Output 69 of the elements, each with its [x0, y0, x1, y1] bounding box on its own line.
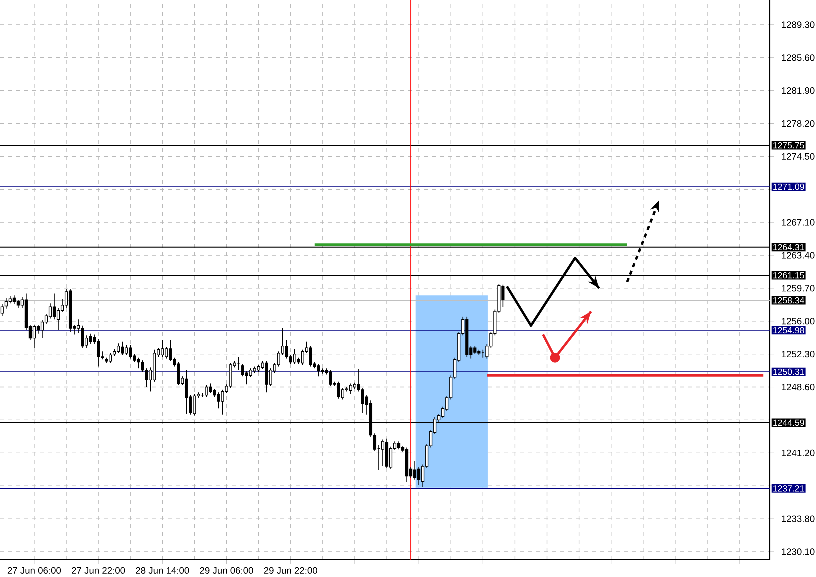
y-tick-label: 1259.70 [782, 285, 815, 292]
x-tick-label: 27 Jun 06:00 [8, 567, 62, 574]
ref-line-label: 1261.15 [774, 272, 804, 279]
candlestick [301, 349, 304, 366]
candlestick [329, 370, 332, 387]
candlestick [161, 340, 164, 358]
candlestick [117, 343, 120, 354]
candlestick [205, 385, 208, 398]
candlestick [229, 362, 232, 389]
candlestick [309, 346, 312, 368]
candlestick [414, 460, 417, 480]
y-tick-label: 1278.20 [782, 120, 815, 128]
candlestick [4, 298, 8, 310]
ref-line-label: 1275.75 [774, 142, 804, 149]
y-tick-label: 1248.60 [782, 384, 815, 391]
ref-line-label: 1254.98 [774, 327, 804, 334]
candlestick [285, 340, 288, 360]
candlestick [265, 361, 268, 394]
candlestick [241, 364, 244, 377]
candlestick [361, 388, 365, 414]
candlestick [217, 392, 220, 410]
candlestick [0, 304, 4, 316]
candlestick [349, 383, 352, 395]
candlestick [381, 439, 385, 467]
ref-line-label: 1244.59 [774, 420, 804, 426]
ref-line-label: 1264.31 [774, 244, 804, 251]
candlestick [81, 325, 84, 348]
candlestick [137, 357, 140, 369]
candlestick [109, 353, 112, 364]
y-tick-label: 1252.30 [782, 351, 815, 358]
candlestick [177, 362, 180, 386]
candlestick [48, 303, 52, 320]
y-tick-label: 1256.00 [782, 318, 815, 325]
candlestick [418, 466, 421, 486]
candlestick [337, 382, 340, 400]
candlestick [129, 345, 132, 360]
candlestick [125, 345, 128, 356]
candlestick [32, 324, 36, 348]
y-tick-label: 1289.30 [782, 22, 815, 28]
candlestick [121, 341, 124, 356]
candlestick [97, 338, 100, 368]
y-tick-label: 1241.20 [782, 450, 815, 456]
x-tick-label: 28 Jun 14:00 [136, 567, 190, 574]
candlestick [209, 383, 212, 394]
candlestick [293, 348, 296, 365]
ref-line-label: 1258.34 [774, 297, 804, 304]
y-tick-label: 1233.80 [782, 516, 815, 522]
ref-line-label: 1237.21 [774, 486, 804, 492]
candlestick [56, 308, 60, 331]
y-tick-label: 1267.10 [782, 219, 815, 226]
y-tick-label: 1230.10 [782, 548, 815, 556]
candlestick [221, 390, 224, 416]
y-tick-label: 1274.50 [782, 153, 815, 160]
y-tick-label: 1263.40 [782, 252, 815, 259]
x-tick-label: 27 Jun 22:00 [72, 567, 126, 574]
candlestick [185, 370, 188, 414]
candlestick [165, 346, 168, 360]
x-tick-label: 29 Jun 06:00 [200, 567, 254, 574]
candlestick [341, 388, 344, 400]
candlestick [193, 394, 196, 416]
x-tick-label: 29 Jun 22:00 [264, 567, 318, 574]
y-tick-label: 1281.90 [782, 88, 815, 94]
ref-line-label: 1250.31 [774, 368, 804, 376]
y-tick-label: 1285.60 [782, 54, 815, 62]
candlestick [89, 333, 92, 345]
candlestick [169, 340, 172, 362]
candlestick [317, 364, 320, 377]
candlestick [52, 293, 56, 320]
ref-line-label: 1271.09 [774, 184, 804, 190]
